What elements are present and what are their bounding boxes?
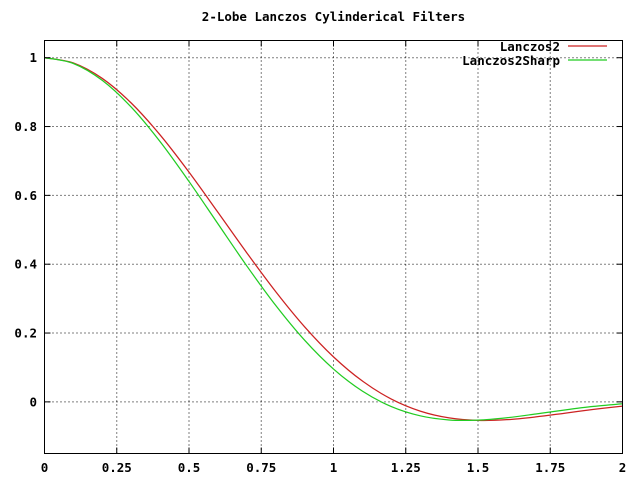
- y-tick-label: 1: [29, 50, 37, 65]
- x-tick-label: 2: [619, 460, 627, 475]
- legend-label: Lanczos2Sharp: [462, 53, 560, 68]
- x-tick-label: 1.75: [535, 460, 565, 475]
- y-tick-label: 0: [29, 394, 37, 409]
- series-line-lanczos2: [44, 57, 623, 422]
- x-tick-label: 1.25: [391, 460, 421, 475]
- x-tick-label: 0.25: [102, 460, 132, 475]
- x-tick-label: 0: [41, 460, 49, 475]
- chart-title: 2-Lobe Lanczos Cylinderical Filters: [202, 9, 465, 24]
- y-tick-label: 0.6: [14, 188, 37, 203]
- x-tick-label: 1: [330, 460, 338, 475]
- x-tick-label: 0.5: [178, 460, 201, 475]
- axis-layer: 0 0.25 0.5 0.75 1 1.25 1.5 1.75 2 0 0.2 0.4 0.6 0.8 1: [14, 40, 627, 475]
- series-layer: [44, 57, 623, 422]
- y-tick-label: 0.4: [14, 257, 37, 272]
- x-tick-label: 0.75: [246, 460, 276, 475]
- y-tick-label: 0.2: [14, 326, 37, 341]
- legend-label: Lanczos2: [500, 39, 560, 54]
- y-tick-label: 0.8: [14, 119, 37, 134]
- x-tick-label: 1.5: [467, 460, 490, 475]
- series-line-lanczos2sharp: [44, 57, 623, 422]
